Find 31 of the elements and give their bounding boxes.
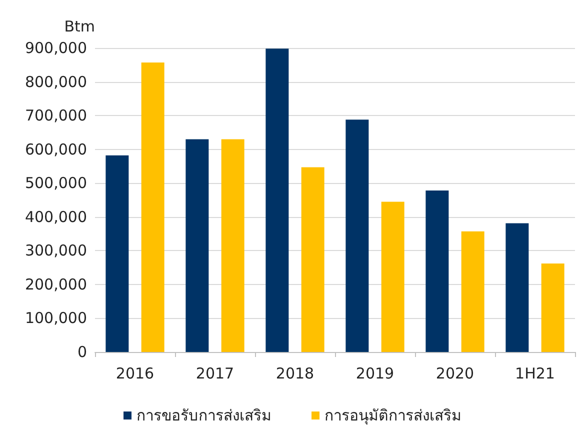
bar (221, 139, 244, 352)
y-tick-label: 300,000 (24, 242, 87, 260)
legend-label: การอนุมัติการส่งเสริม (324, 406, 462, 426)
y-axis-title: Btm (64, 18, 95, 36)
y-tick-label: 200,000 (24, 275, 87, 294)
y-tick-label: 900,000 (24, 39, 87, 57)
bar (186, 139, 209, 352)
bar (541, 264, 564, 352)
bar (506, 223, 529, 352)
y-tick-label: 100,000 (24, 309, 87, 328)
bar (461, 231, 484, 352)
y-tick-label: 500,000 (24, 174, 87, 192)
bar (301, 167, 324, 352)
x-tick-label: 2018 (276, 364, 314, 382)
bar (106, 155, 129, 352)
y-tick-label: 800,000 (24, 72, 87, 91)
bar (266, 48, 289, 352)
y-tick-label: 600,000 (24, 140, 87, 158)
x-tick-label: 2019 (356, 364, 394, 382)
y-tick-label: 400,000 (24, 208, 87, 226)
y-tick-label: 700,000 (24, 106, 87, 125)
y-tick-label: 0 (77, 343, 87, 361)
bar (381, 202, 404, 352)
bar (346, 120, 369, 352)
legend-label: การขอรับการส่งเสริม (136, 406, 272, 424)
x-tick-label: 2020 (436, 364, 474, 382)
bar (426, 190, 449, 352)
x-tick-label: 1H21 (515, 364, 555, 382)
x-tick-label: 2016 (116, 364, 154, 382)
x-tick-label: 2017 (196, 364, 234, 382)
bar (141, 62, 164, 352)
